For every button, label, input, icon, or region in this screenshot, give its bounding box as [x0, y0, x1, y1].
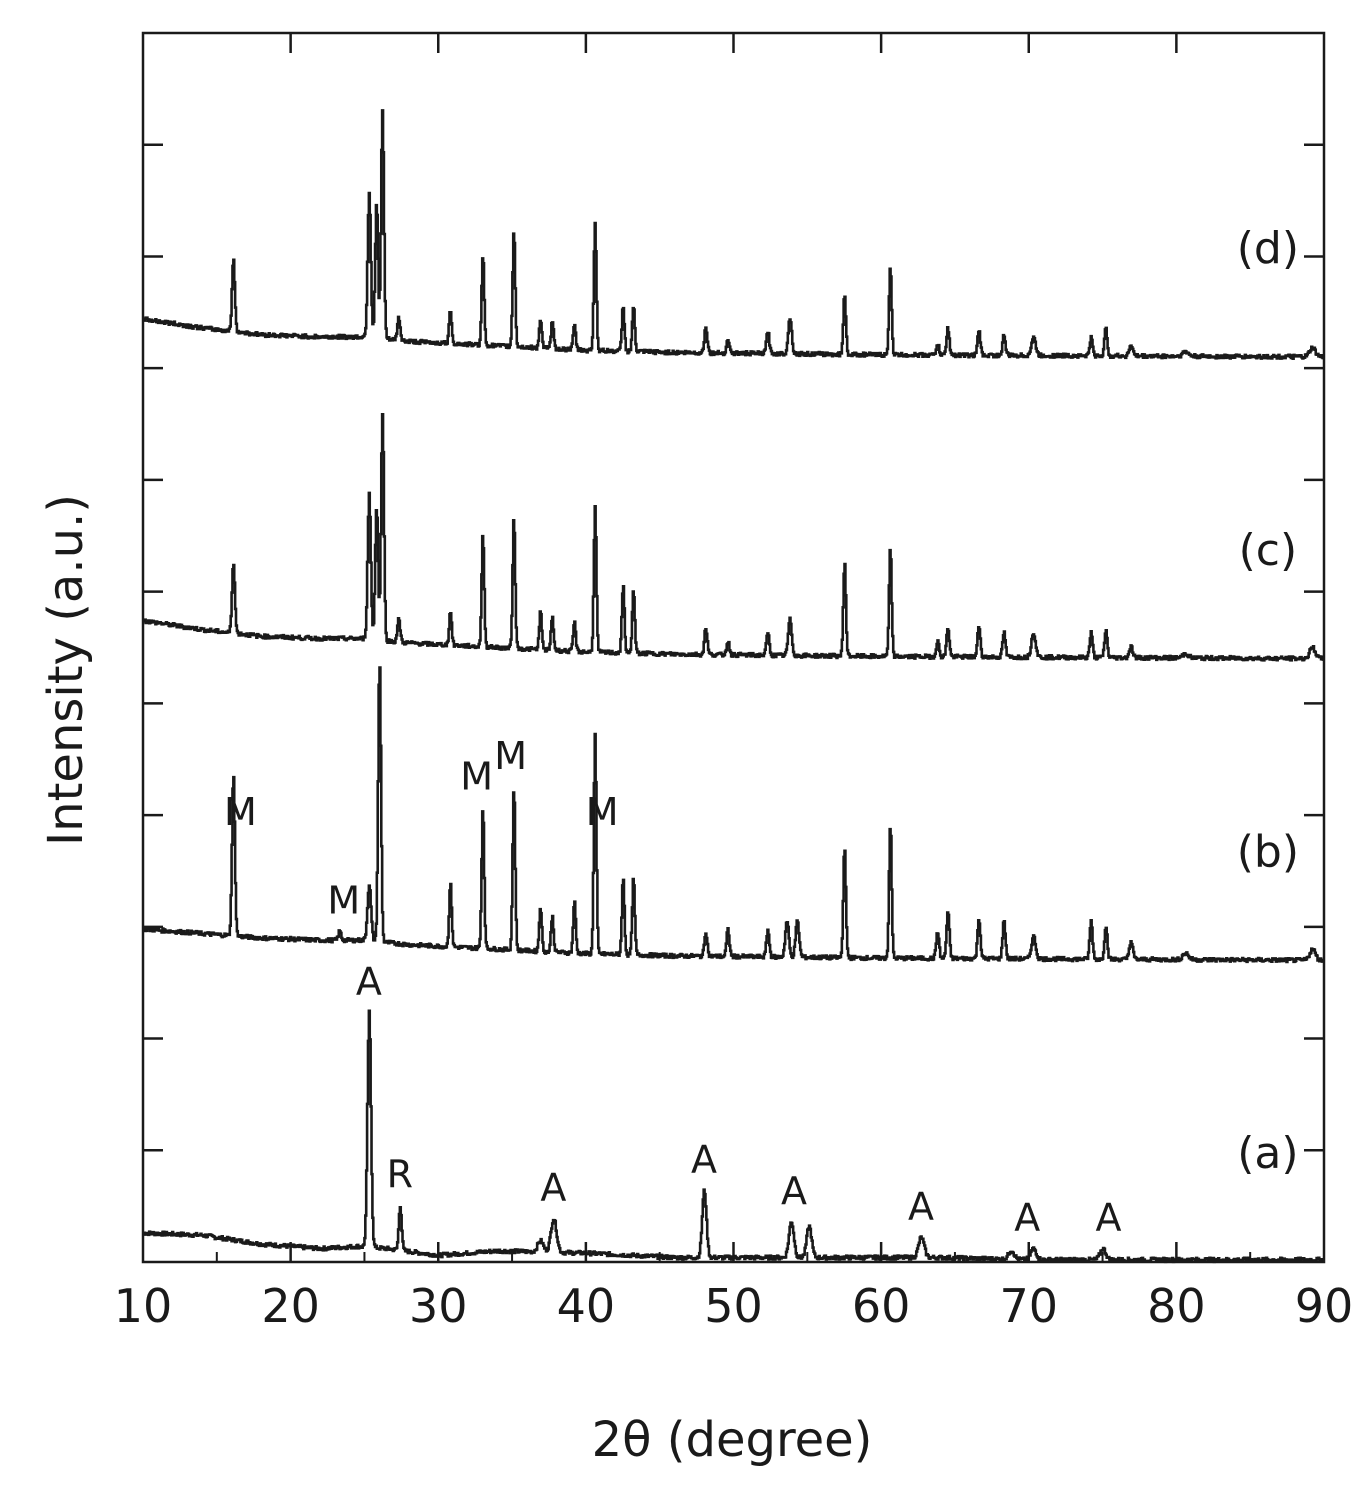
peak-annotation-2: R [387, 1153, 413, 1197]
x-tick-label: 70 [999, 1279, 1058, 1333]
y-axis-label: Intensity (a.u.) [38, 494, 94, 846]
tick-layer: 10 20 30 40 50 60 70 80 90 [114, 33, 1354, 1333]
peak-annotation-7: A [1014, 1196, 1040, 1240]
series-label-4: (d) [1237, 223, 1299, 274]
x-tick-label: 30 [409, 1279, 468, 1333]
peak-annotation-3: A [540, 1166, 566, 1210]
x-tick-label: 50 [704, 1279, 763, 1333]
peak-annotation-5: A [781, 1169, 807, 1213]
x-tick-label: 80 [1147, 1279, 1206, 1333]
series-layer: (a) (b) (c) (d) [142, 109, 1325, 1264]
series-line-2 [142, 666, 1325, 964]
plot-frame [141, 31, 1326, 1264]
x-tick-label: 90 [1295, 1279, 1354, 1333]
series-line-1 [142, 1009, 1325, 1264]
series-line-3 [142, 413, 1325, 662]
x-tick-label: 40 [557, 1279, 616, 1333]
peak-annotation-4: A [691, 1137, 717, 1181]
peak-annotation-10: M [327, 878, 360, 922]
peak-annotation-13: M [586, 790, 619, 834]
peak-annotation-6: A [908, 1184, 934, 1228]
peak-annotation-8: A [1095, 1196, 1121, 1240]
series-label-1: (a) [1237, 1128, 1298, 1179]
peak-annotation-1: A [356, 960, 382, 1004]
series-label-2: (b) [1237, 826, 1299, 877]
series-label-3: (c) [1239, 525, 1298, 576]
x-tick-label: 10 [114, 1279, 173, 1333]
peak-annotation-9: M [224, 790, 257, 834]
peak-annotation-11: M [460, 755, 493, 799]
x-tick-label: 20 [261, 1279, 320, 1333]
x-axis-label: 2θ (degree) [592, 1412, 873, 1468]
x-tick-label: 60 [852, 1279, 911, 1333]
series-line-4 [142, 109, 1325, 361]
peak-annotation-12: M [494, 734, 527, 778]
